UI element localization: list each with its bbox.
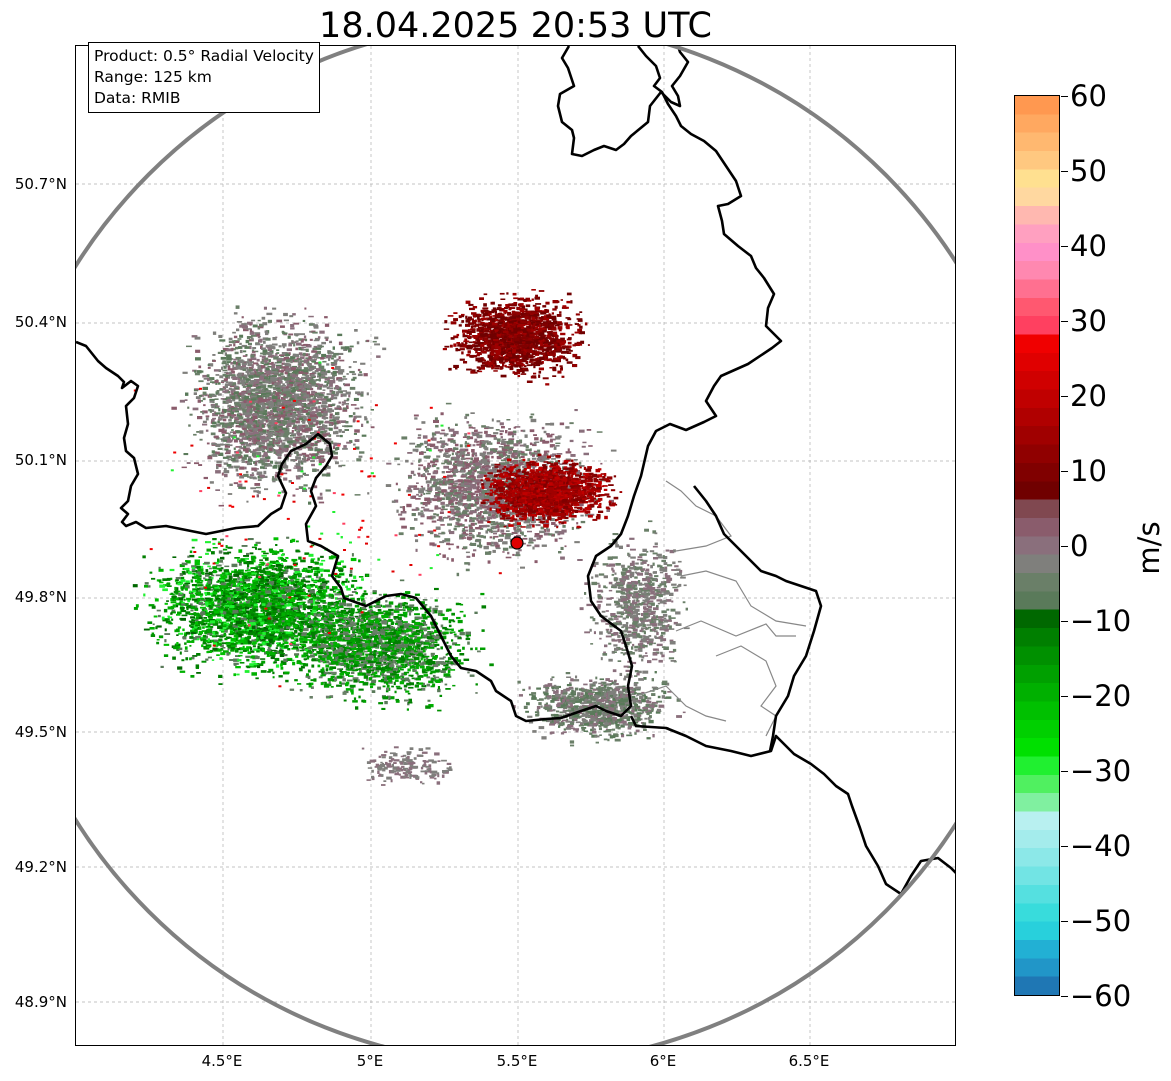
- admin-boundaries: [635, 480, 807, 737]
- colorbar-tick-mark: [1061, 321, 1068, 322]
- colorbar-tick-mark: [1061, 921, 1068, 922]
- colorbar-tick-mark: [1061, 396, 1068, 397]
- border-belgium: [76, 46, 783, 723]
- colorbar-tick-label: 10: [1070, 454, 1107, 488]
- colorbar-tick-label: −10: [1070, 604, 1131, 638]
- border-france: [629, 715, 955, 896]
- radar-map[interactable]: [75, 45, 956, 1046]
- lon-label: 6.5°E: [789, 1052, 830, 1070]
- lon-label: 4.5°E: [202, 1052, 243, 1070]
- lon-label: 6°E: [650, 1052, 677, 1070]
- lon-label: 5°E: [357, 1052, 384, 1070]
- colorbar-tick-label: −40: [1070, 829, 1131, 863]
- lat-label: 50.1°N: [15, 451, 67, 469]
- radar-echoes: [132, 289, 690, 786]
- colorbar-tick-label: 20: [1070, 379, 1107, 413]
- lon-label: 5.5°E: [497, 1052, 538, 1070]
- radar-site-marker: [510, 536, 524, 550]
- lat-label: 50.7°N: [15, 175, 67, 193]
- colorbar-unit-label: m/s: [1132, 521, 1166, 574]
- border-luxembourg: [692, 485, 823, 752]
- colorbar-tick-mark: [1061, 621, 1068, 622]
- colorbar-tick-mark: [1061, 546, 1068, 547]
- lat-label: 49.2°N: [15, 858, 67, 876]
- map-title: 18.04.2025 20:53 UTC: [75, 4, 956, 48]
- colorbar-tick-mark: [1061, 771, 1068, 772]
- admin-boundary: [675, 620, 796, 637]
- admin-boundary: [680, 570, 807, 627]
- colorbar-tick-label: −20: [1070, 679, 1131, 713]
- border-germany: [556, 46, 690, 158]
- colorbar-tick-label: −60: [1070, 979, 1131, 1013]
- colorbar-tick-mark: [1061, 696, 1068, 697]
- velocity-colorbar: [1014, 95, 1060, 996]
- country-borders: [76, 46, 955, 896]
- lat-label: 50.4°N: [15, 313, 67, 331]
- admin-boundary: [635, 685, 727, 722]
- colorbar-tick-mark: [1061, 996, 1068, 997]
- colorbar-tick-label: −30: [1070, 754, 1131, 788]
- colorbar-tick-mark: [1061, 246, 1068, 247]
- product-info-box: Product: 0.5° Radial Velocity Range: 125…: [88, 42, 320, 113]
- product-label: Product: 0.5° Radial Velocity: [94, 46, 314, 67]
- colorbar-tick-label: 50: [1070, 154, 1107, 188]
- colorbar-tick-label: −50: [1070, 904, 1131, 938]
- source-label: Data: RMIB: [94, 88, 314, 109]
- lat-label: 49.8°N: [15, 588, 67, 606]
- lat-label: 48.9°N: [15, 993, 67, 1011]
- lat-label: 49.5°N: [15, 723, 67, 741]
- radar-map-canvas: [76, 46, 955, 1045]
- colorbar-tick-mark: [1061, 471, 1068, 472]
- colorbar-tick-mark: [1061, 96, 1068, 97]
- colorbar-tick-mark: [1061, 846, 1068, 847]
- colorbar-tick-label: 30: [1070, 304, 1107, 338]
- colorbar-tick-label: 40: [1070, 229, 1107, 263]
- colorbar-tick-label: 60: [1070, 79, 1107, 113]
- colorbar-tick-mark: [1061, 171, 1068, 172]
- colorbar-tick-label: 0: [1070, 529, 1088, 563]
- range-label: Range: 125 km: [94, 67, 314, 88]
- admin-boundary: [715, 645, 777, 737]
